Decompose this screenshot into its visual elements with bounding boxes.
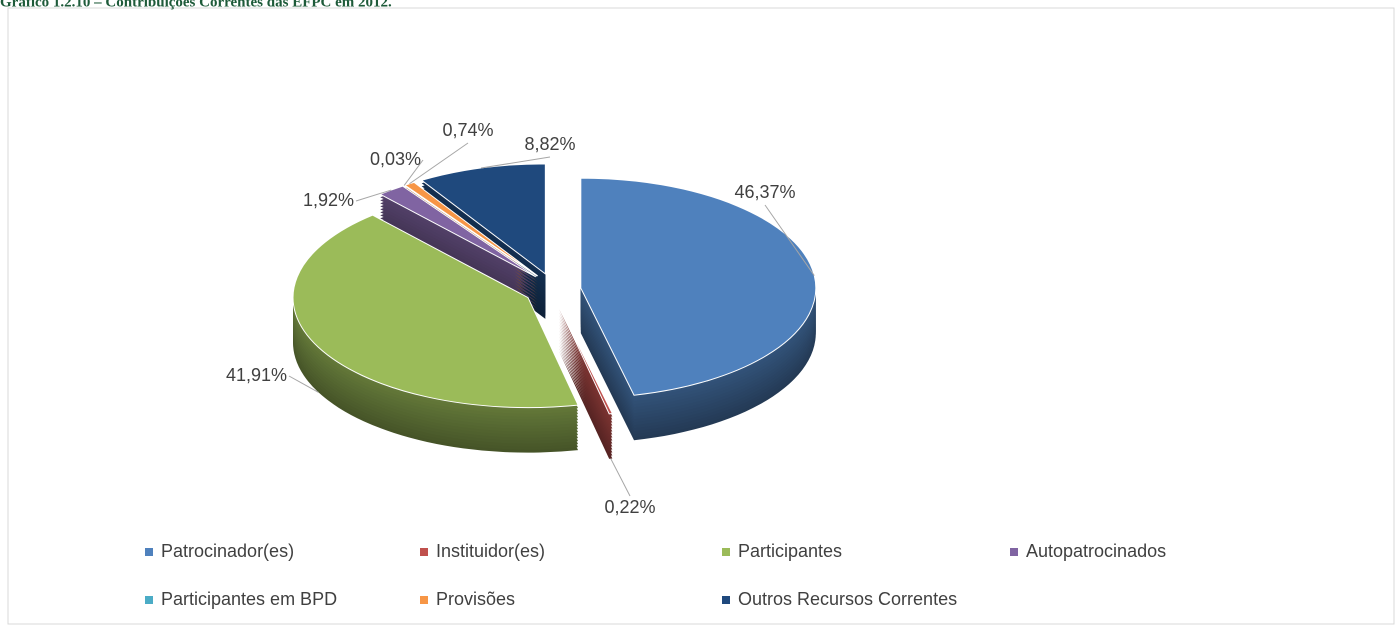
slice (580, 177, 817, 396)
leader-line (480, 156, 551, 169)
legend-swatch (722, 548, 730, 556)
legend-swatch (420, 548, 428, 556)
data-label: 41,91% (226, 365, 287, 385)
leader-line (355, 189, 392, 202)
legend-label: Participantes em BPD (161, 589, 337, 609)
legend-label: Outros Recursos Correntes (738, 589, 957, 609)
legend-label: Provisões (436, 589, 515, 609)
data-label: 8,82% (524, 134, 575, 154)
data-label: 0,03% (370, 149, 421, 169)
leader-line (288, 375, 319, 393)
legend-label: Participantes (738, 541, 842, 561)
data-label: 1,92% (303, 190, 354, 210)
leader-line (409, 142, 469, 185)
legend-swatch (145, 596, 153, 604)
legend-swatch (722, 596, 730, 604)
leader-line (764, 204, 815, 276)
legend-label: Instituidor(es) (436, 541, 545, 561)
chart-title: Gráfico 1.2.10 – Contribuições Correntes… (0, 0, 392, 10)
legend-swatch (1010, 548, 1018, 556)
legend-swatch (420, 596, 428, 604)
legend-swatch (145, 548, 153, 556)
slice (558, 306, 614, 415)
legend-label: Autopatrocinados (1026, 541, 1166, 561)
leader-line (610, 458, 631, 497)
data-label: 46,37% (734, 182, 795, 202)
legend-label: Patrocinador(es) (161, 541, 294, 561)
data-label: 0,22% (604, 497, 655, 517)
data-label: 0,74% (442, 120, 493, 140)
leader-line (403, 159, 424, 186)
slice (292, 214, 579, 409)
